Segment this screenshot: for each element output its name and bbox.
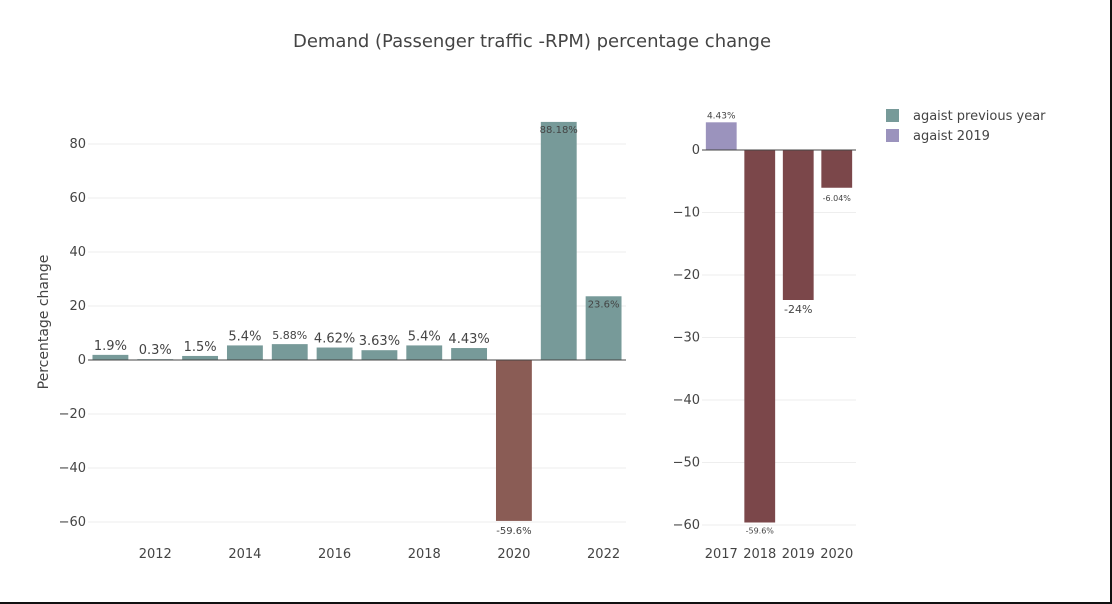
- y-tick-label: 0: [78, 353, 86, 368]
- x-tick-label: 2018: [408, 547, 441, 562]
- x-tick-label: 2019: [782, 547, 815, 562]
- data-label: 4.62%: [314, 332, 355, 347]
- y-tick-label: −50: [673, 456, 700, 471]
- sub-gridlines: [702, 212, 856, 526]
- legend-label: agaist previous year: [913, 109, 1046, 124]
- y-tick-label: 20: [69, 299, 86, 314]
- data-label: 3.63%: [359, 334, 400, 349]
- main-gridlines: [88, 143, 626, 523]
- data-label: 0.3%: [139, 343, 172, 358]
- y-tick-label: 60: [69, 191, 86, 206]
- y-tick-label: −60: [59, 515, 86, 530]
- sub-bars: 4.43% -59.6% -24% -6.04%: [705, 111, 853, 536]
- x-tick-label: 2018: [743, 547, 776, 562]
- y-tick-label: −60: [673, 518, 700, 533]
- data-label: 23.6%: [588, 299, 620, 310]
- bar-2017: [361, 350, 398, 360]
- y-tick-label: −10: [673, 206, 700, 221]
- data-label: 88.18%: [540, 125, 578, 136]
- data-label: -6.04%: [823, 194, 852, 203]
- bar-2020: [495, 360, 532, 521]
- y-tick-label: −40: [59, 461, 86, 476]
- legend-label: agaist 2019: [913, 129, 990, 144]
- bar-2020: [821, 150, 853, 188]
- y-tick-label: −20: [673, 268, 700, 283]
- y-tick-label: −30: [673, 331, 700, 346]
- sub-axis: 0 −10 −20 −30 −40 −50 −60 2017 2018 2019 2020: [673, 143, 856, 562]
- legend-swatch: [886, 129, 899, 142]
- data-label: 4.43%: [707, 111, 736, 121]
- y-tick-label: 80: [69, 137, 86, 152]
- bar-2019: [782, 150, 814, 300]
- x-tick-label: 2012: [139, 547, 172, 562]
- data-label: -59.6%: [746, 527, 775, 536]
- data-label: 4.43%: [448, 332, 489, 347]
- y-tick-label: 0: [692, 143, 700, 158]
- bar-2011: [92, 354, 129, 360]
- y-axis-label: Percentage change: [36, 255, 52, 390]
- data-label: -24%: [784, 303, 812, 316]
- y-tick-label: −20: [59, 407, 86, 422]
- bar-2014: [226, 345, 263, 360]
- x-tick-label: 2014: [228, 547, 261, 562]
- bar-2015: [271, 344, 308, 360]
- y-tick-label: −40: [673, 393, 700, 408]
- chart-title: Demand (Passenger traffic -RPM) percenta…: [293, 31, 771, 52]
- data-label: 5.4%: [408, 329, 441, 344]
- main-axis: 80 60 40 20 0 −20 −40 −60 2012 2014 2016 2018 2020 20…: [59, 137, 626, 562]
- data-label: 5.88%: [272, 329, 307, 342]
- bar-2017: [705, 122, 737, 150]
- legend-swatch: [886, 109, 899, 122]
- legend: agaist previous year agaist 2019: [886, 109, 1046, 144]
- x-tick-label: 2022: [587, 547, 620, 562]
- data-label: 1.5%: [184, 340, 217, 355]
- x-tick-label: 2017: [705, 547, 738, 562]
- data-label: 1.9%: [94, 339, 127, 354]
- bar-2022: [585, 296, 622, 360]
- x-tick-label: 2016: [318, 547, 351, 562]
- main-bars: 1.9% 0.3% 1.5% 5.4% 5.88% 4.62% 3.63% 5.4% 4.43%…: [92, 121, 622, 537]
- data-label: 5.4%: [228, 329, 261, 344]
- bar-2018: [406, 345, 443, 360]
- bar-2018: [744, 150, 776, 523]
- x-tick-label: 2020: [497, 547, 530, 562]
- bar-2019: [451, 348, 488, 360]
- bar-2013: [182, 355, 219, 360]
- bar-2016: [316, 347, 353, 360]
- bar-2021: [540, 121, 577, 360]
- y-tick-label: 40: [69, 245, 86, 260]
- data-label: -59.6%: [496, 526, 531, 537]
- x-tick-label: 2020: [820, 547, 853, 562]
